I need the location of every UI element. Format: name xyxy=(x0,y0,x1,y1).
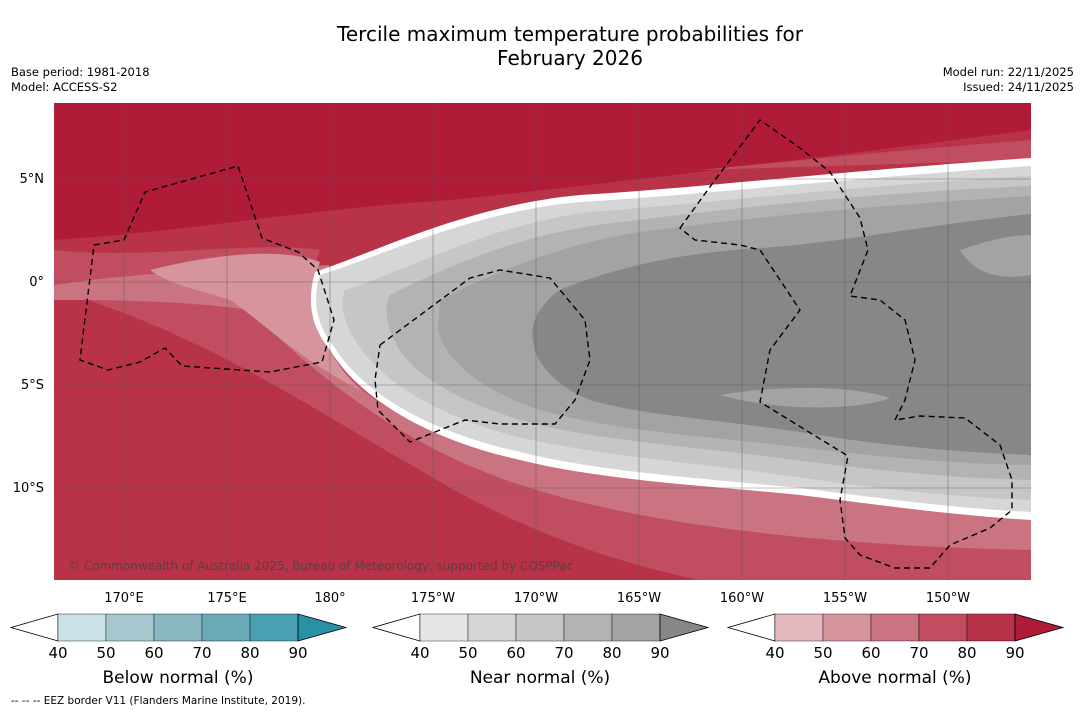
above-tick: 50 xyxy=(813,644,833,662)
above-tick: 90 xyxy=(1005,644,1025,662)
near-tick: 70 xyxy=(554,644,574,662)
lon-label-160w: 160°W xyxy=(720,591,764,606)
below-legend-title: Below normal (%) xyxy=(102,668,254,688)
graticule xyxy=(54,103,1031,580)
above-colorbar-extend-low xyxy=(726,613,776,642)
below-tick: 60 xyxy=(144,644,164,662)
probability-field: © Commonwealth of Australia 2025, Bureau… xyxy=(54,103,1031,580)
above-normal-legend: 40 50 60 70 80 90 Above normal (%) xyxy=(726,612,1067,688)
lon-label-165w: 165°W xyxy=(617,591,661,606)
below-colorbar-box xyxy=(57,613,107,642)
near-band-80-inner xyxy=(720,387,890,408)
map-title: Tercile maximum temperature probabilitie… xyxy=(0,22,1085,70)
near-colorbar-box xyxy=(467,613,517,642)
lon-label-170e: 170°E xyxy=(104,591,144,606)
above-tick: 80 xyxy=(957,644,977,662)
meta-left: Base period: 1981-2018 Model: ACCESS-S2 xyxy=(11,65,150,95)
above-legend-title: Above normal (%) xyxy=(818,668,972,688)
above-tick: 60 xyxy=(861,644,881,662)
above-colorbar-extend-high xyxy=(1014,613,1065,642)
below-colorbar-box xyxy=(105,613,155,642)
above-colorbar-box xyxy=(966,613,1016,642)
below-tick: 80 xyxy=(240,644,260,662)
near-tick: 40 xyxy=(410,644,430,662)
lat-label-10s: 10°S xyxy=(13,481,44,496)
above-colorbar-box xyxy=(870,613,920,642)
below-colorbar xyxy=(9,613,348,642)
footnote: -- -- -- EEZ border V11 (Flanders Marine… xyxy=(11,695,306,707)
near-tick: 60 xyxy=(506,644,526,662)
below-colorbar-box xyxy=(153,613,203,642)
lat-label-0: 0° xyxy=(29,275,44,290)
above-colorbar xyxy=(726,613,1065,642)
model-name: Model: ACCESS-S2 xyxy=(11,80,118,94)
title-line-2: February 2026 xyxy=(497,46,643,70)
near-normal-legend: 40 50 60 70 80 90 Near normal (%) xyxy=(371,612,712,688)
below-tick: 50 xyxy=(96,644,116,662)
below-tick: 90 xyxy=(288,644,308,662)
below-tick: 40 xyxy=(48,644,68,662)
near-colorbar-extend-low xyxy=(371,613,421,642)
meta-right: Model run: 22/11/2025 Issued: 24/11/2025 xyxy=(943,65,1074,95)
near-tick: 80 xyxy=(602,644,622,662)
model-run: Model run: 22/11/2025 xyxy=(942,65,1074,79)
lon-label-170w: 170°W xyxy=(514,591,558,606)
below-colorbar-box xyxy=(249,613,299,642)
below-normal-legend: 40 50 60 70 80 90 Below normal (%) xyxy=(9,612,350,688)
near-colorbar-extend-high xyxy=(659,613,710,642)
near-tick: 50 xyxy=(458,644,478,662)
above-colorbar-box xyxy=(918,613,968,642)
eez-borders xyxy=(79,119,1013,569)
above-tick: 70 xyxy=(909,644,929,662)
lat-label-5s: 5°S xyxy=(21,378,44,393)
above-colorbar-box xyxy=(822,613,872,642)
near-band-80-east xyxy=(960,235,1031,277)
below-colorbar-extend-high xyxy=(297,613,348,642)
near-colorbar xyxy=(371,613,710,642)
lon-label-175e: 175°E xyxy=(207,591,247,606)
lat-label-5n: 5°N xyxy=(20,172,45,187)
above-tick: 40 xyxy=(765,644,785,662)
base-period: Base period: 1981-2018 xyxy=(11,65,150,79)
near-colorbar-box xyxy=(419,613,469,642)
near-legend-title: Near normal (%) xyxy=(469,668,611,688)
lon-label-155w: 155°W xyxy=(823,591,867,606)
title-line-1: Tercile maximum temperature probabilitie… xyxy=(337,22,803,46)
near-colorbar-box xyxy=(515,613,565,642)
near-colorbar-box xyxy=(563,613,613,642)
lon-label-180: 180° xyxy=(314,591,345,606)
below-colorbar-extend-low xyxy=(9,613,59,642)
near-colorbar-box xyxy=(611,613,661,642)
copyright-notice: © Commonwealth of Australia 2025, Bureau… xyxy=(68,559,573,573)
near-tick: 90 xyxy=(650,644,670,662)
below-tick: 70 xyxy=(192,644,212,662)
above-colorbar-box xyxy=(774,613,824,642)
issued-date: Issued: 24/11/2025 xyxy=(963,80,1074,94)
below-colorbar-box xyxy=(201,613,251,642)
lon-label-150w: 150°W xyxy=(926,591,970,606)
above-band-50 xyxy=(150,253,360,390)
lon-label-175w: 175°W xyxy=(411,591,455,606)
